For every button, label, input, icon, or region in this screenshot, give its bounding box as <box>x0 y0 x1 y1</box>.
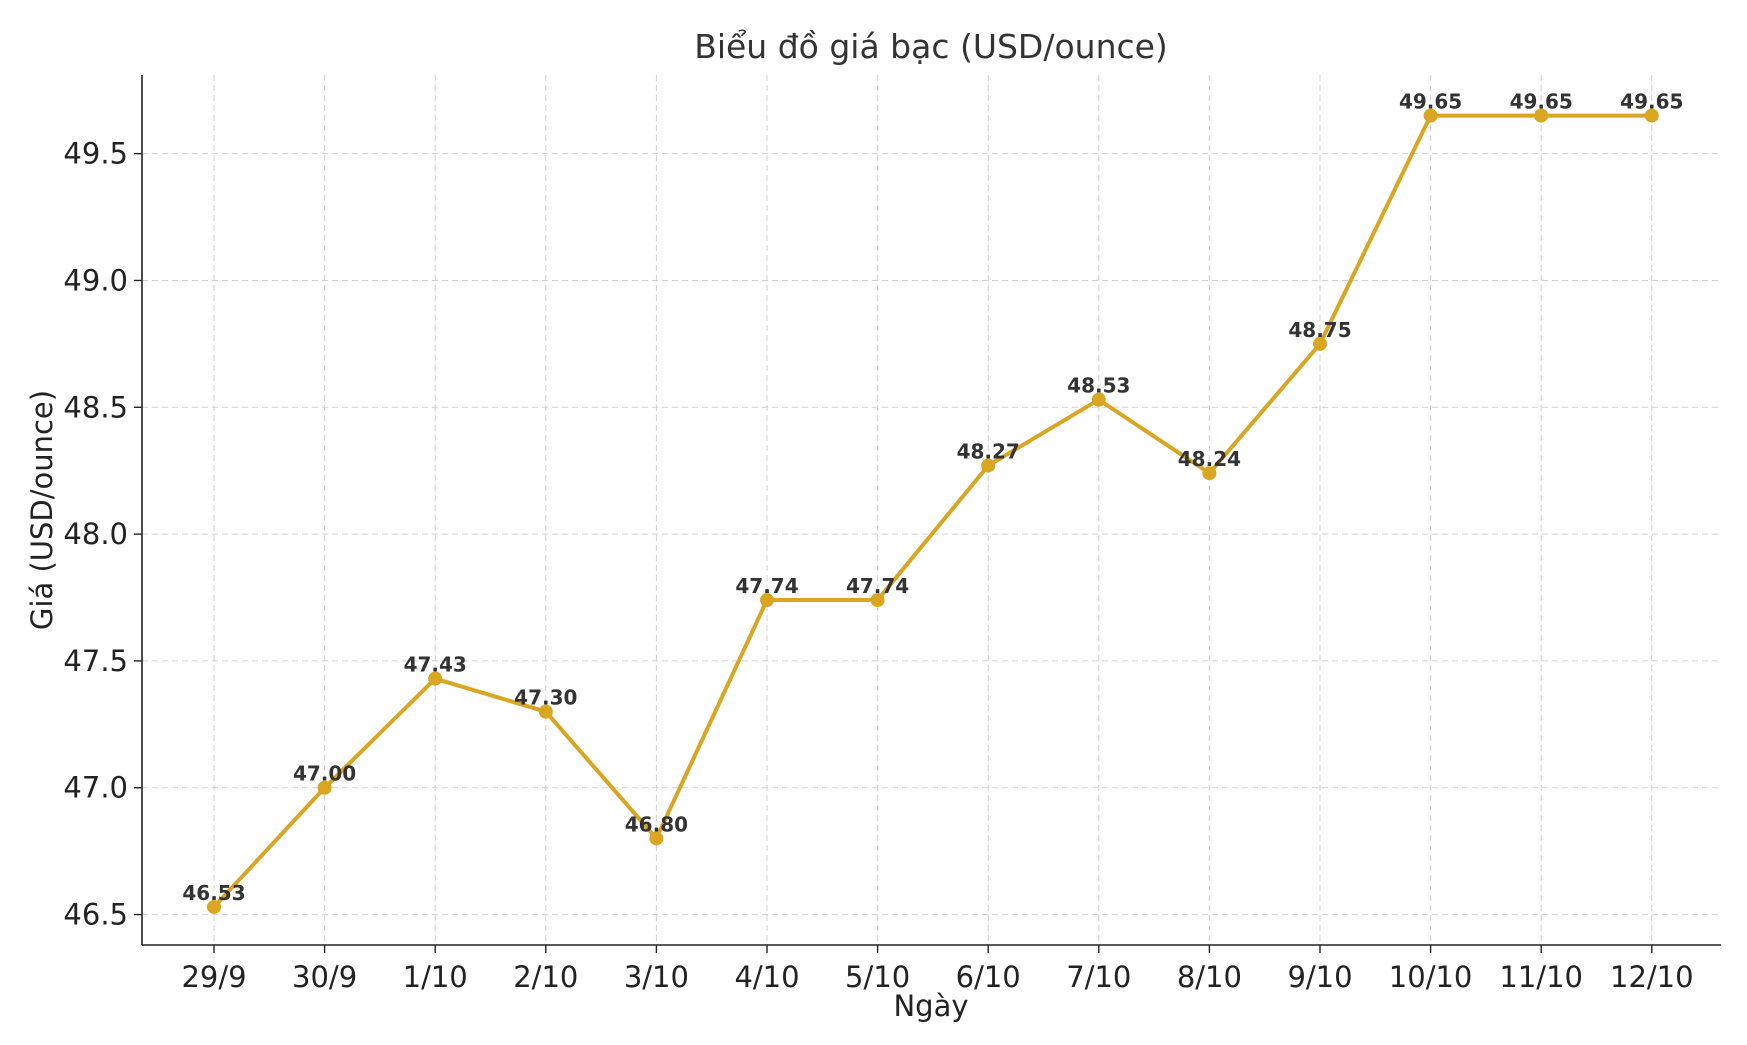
data-point <box>538 704 553 719</box>
data-label: 47.74 <box>846 574 909 598</box>
data-point <box>1091 392 1106 407</box>
data-label: 46.80 <box>625 812 688 836</box>
data-label: 46.53 <box>182 881 245 905</box>
data-point <box>1534 108 1549 123</box>
y-tick-label: 48.0 <box>63 517 128 551</box>
data-point <box>1202 466 1217 481</box>
y-tick-label: 47.0 <box>63 771 128 805</box>
y-axis-label: Giá (USD/ounce) <box>25 390 59 630</box>
x-tick-label: 9/10 <box>1287 960 1352 994</box>
x-tick-label: 8/10 <box>1177 960 1242 994</box>
x-tick-label: 4/10 <box>734 960 799 994</box>
x-tick-label: 6/10 <box>956 960 1021 994</box>
grid <box>142 75 1721 945</box>
y-tick-label: 47.5 <box>63 644 128 678</box>
series-line <box>212 113 1652 909</box>
data-point <box>317 780 332 795</box>
data-label: 48.75 <box>1288 318 1351 342</box>
data-point <box>649 831 664 846</box>
x-tick-label: 7/10 <box>1066 960 1131 994</box>
chart-title: Biểu đồ giá bạc (USD/ounce) <box>694 27 1168 66</box>
data-label: 47.00 <box>293 762 356 786</box>
x-tick-label: 3/10 <box>624 960 689 994</box>
y-tick-label: 49.5 <box>63 137 128 171</box>
x-tick-label: 5/10 <box>845 960 910 994</box>
y-ticks: 46.5 47.0 47.5 48.0 48.5 49.0 49.5 <box>63 137 142 932</box>
series <box>207 108 1659 914</box>
y-tick-label: 46.5 <box>63 898 128 932</box>
data-point <box>870 593 885 608</box>
data-label: 47.43 <box>404 653 467 677</box>
x-tick-label: 1/10 <box>403 960 468 994</box>
data-labels: 46.53 47.00 47.43 47.30 46.80 47.74 47.74 48.27… <box>182 90 1683 905</box>
x-tick-label: 10/10 <box>1389 960 1473 994</box>
y-tick-label: 48.5 <box>63 390 128 424</box>
data-label: 48.24 <box>1178 447 1241 471</box>
y-tick-label: 49.0 <box>63 263 128 297</box>
data-label: 49.65 <box>1399 90 1462 114</box>
data-label: 48.27 <box>957 440 1020 464</box>
data-label: 49.65 <box>1620 90 1683 114</box>
data-label: 47.30 <box>514 686 577 710</box>
data-point <box>1313 336 1327 351</box>
data-label: 48.53 <box>1067 374 1130 398</box>
data-label: 49.65 <box>1510 90 1573 114</box>
data-point <box>428 671 443 686</box>
data-point <box>760 593 774 608</box>
x-axis-label: Ngày <box>893 989 968 1023</box>
data-point <box>1644 108 1659 123</box>
x-tick-label: 2/10 <box>513 960 578 994</box>
data-point <box>1423 108 1438 123</box>
data-point <box>981 458 996 473</box>
data-label: 47.74 <box>735 574 798 598</box>
x-tick-label: 11/10 <box>1499 960 1583 994</box>
x-ticks: 29/9 30/9 1/10 2/10 3/10 4/10 5/10 6/10 7/10 8/10… <box>181 945 1694 994</box>
axes <box>141 75 1721 946</box>
x-tick-label: 30/9 <box>292 960 357 994</box>
x-tick-label: 29/9 <box>181 960 246 994</box>
data-point <box>207 899 221 914</box>
x-tick-label: 12/10 <box>1610 960 1694 994</box>
